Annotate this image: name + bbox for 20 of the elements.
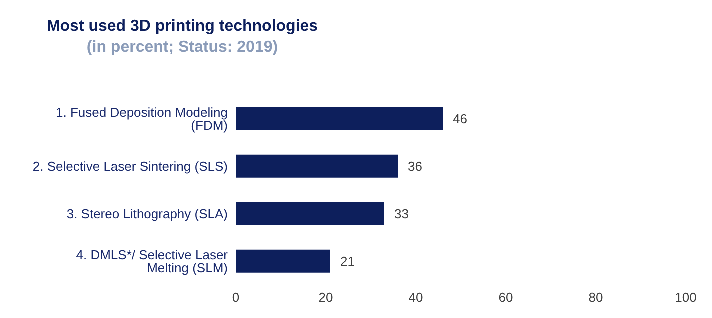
y-tick-label: 2. Selective Laser Sintering (SLS): [32, 158, 228, 174]
x-tick-label: 60: [498, 290, 514, 306]
data-label: 21: [340, 254, 355, 269]
bar: [236, 154, 398, 178]
bar: [236, 107, 443, 130]
x-tick-label: 20: [318, 290, 334, 306]
bar: [236, 202, 384, 226]
y-tick-label: 4. DMLS*/ Selective Laser Melting (SLM): [76, 247, 229, 276]
data-label: 36: [408, 158, 422, 174]
data-label: 33: [394, 206, 409, 222]
y-tick-label: 3. Stereo Lithography (SLA): [66, 206, 228, 222]
x-tick-label: 80: [588, 290, 604, 306]
x-tick-label: 0: [232, 290, 240, 306]
x-tick-label: 40: [408, 290, 424, 306]
data-label: 46: [453, 111, 468, 126]
bar: [236, 250, 330, 273]
chart-subtitle: (in percent; Status: 2019): [86, 39, 280, 57]
chart-title: Most used 3D printing technologies: [46, 18, 320, 36]
y-tick-label: 1. Fused Deposition Modeling (FDM): [56, 104, 228, 133]
x-tick-label: 100: [675, 290, 697, 306]
